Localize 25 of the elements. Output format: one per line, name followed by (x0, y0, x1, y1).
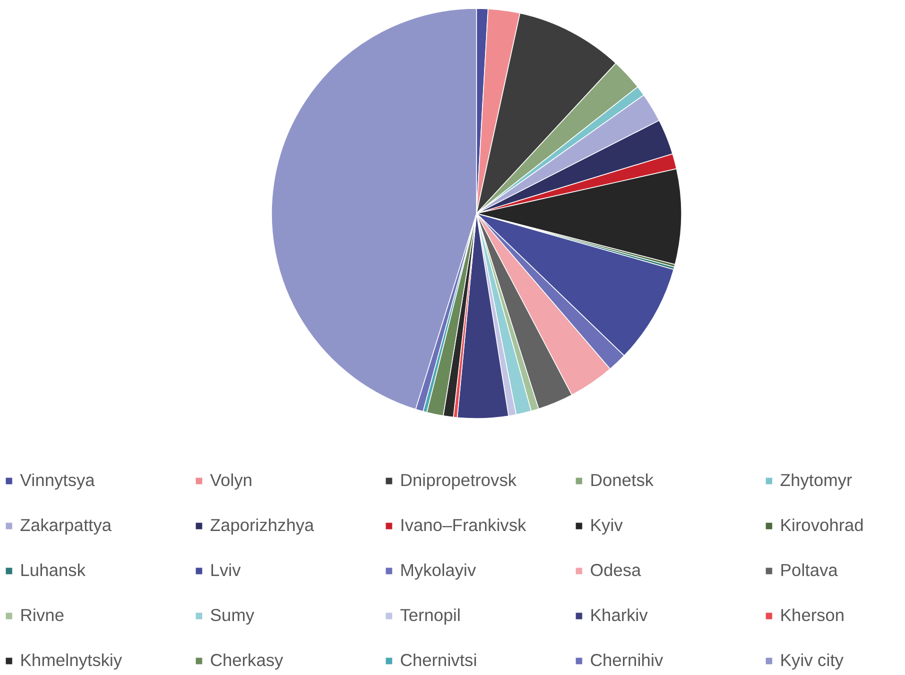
legend-label: Kharkiv (590, 605, 649, 626)
legend-label: Volyn (210, 470, 254, 491)
legend-label: Vinnytsya (20, 470, 96, 491)
legend-label: Kyiv (590, 515, 624, 536)
legend-label: Rivne (20, 605, 66, 626)
legend-label: Khmelnytskiy (20, 650, 124, 671)
legend-label: Chernivtsi (400, 650, 478, 671)
legend-label: Kherson (780, 605, 846, 626)
legend-label: Poltava (780, 560, 839, 581)
legend-label: Odesa (590, 560, 642, 581)
legend-label: Zakarpattya (20, 515, 112, 536)
legend-label: Ivano–Frankivsk (400, 515, 528, 536)
legend-label: Lviv (210, 560, 242, 581)
legend-label: Sumy (210, 605, 256, 626)
legend-label: Luhansk (20, 560, 87, 581)
legend-label: Kyiv city (780, 650, 845, 671)
legend-label: Kirovohrad (780, 515, 865, 536)
legend-label: Cherkasy (210, 650, 284, 671)
legend-label: Dnipropetrovsk (400, 470, 518, 491)
legend-label: Zaporizhzhya (210, 515, 316, 536)
legend-label: Zhytomyr (780, 470, 854, 491)
legend-label: Donetsk (590, 470, 655, 491)
legend-label: Ternopil (400, 605, 462, 626)
legend-label: Chernihiv (590, 650, 664, 671)
legend-label: Mykolayiv (400, 560, 478, 581)
